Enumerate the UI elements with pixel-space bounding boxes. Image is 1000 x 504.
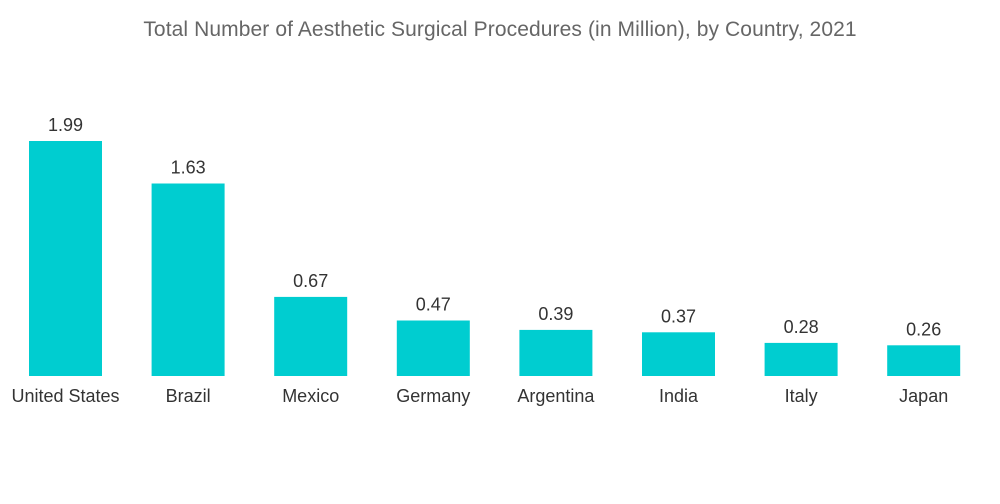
- bar-united-states: [29, 141, 102, 376]
- category-label-united-states: United States: [11, 386, 119, 406]
- bar-india: [642, 332, 715, 376]
- category-labels-layer: United States Brazil Mexico Germany Argentin…: [11, 386, 948, 406]
- value-label-japan: 0.26: [906, 319, 941, 339]
- bar-argentina: [519, 329, 593, 376]
- bar-germany: [396, 320, 470, 376]
- value-label-united-states: 1.99: [48, 115, 83, 135]
- bar-japan: [887, 345, 961, 376]
- value-label-argentina: 0.39: [538, 304, 573, 324]
- category-label-italy: Italy: [785, 386, 818, 406]
- bar-brazil: [151, 183, 225, 376]
- category-label-japan: Japan: [899, 386, 948, 406]
- category-label-india: India: [659, 386, 699, 406]
- category-label-germany: Germany: [396, 386, 470, 406]
- bars-layer: [29, 141, 961, 376]
- chart-title: Total Number of Aesthetic Surgical Proce…: [143, 18, 857, 41]
- category-label-argentina: Argentina: [517, 386, 595, 406]
- value-label-india: 0.37: [661, 306, 696, 326]
- value-labels-layer: 1.99 1.63 0.67 0.47 0.39 0.37 0.28 0.26: [48, 115, 941, 339]
- value-label-germany: 0.47: [416, 295, 451, 315]
- value-label-italy: 0.28: [784, 317, 819, 337]
- category-label-mexico: Mexico: [282, 386, 339, 406]
- bar-mexico: [274, 296, 348, 376]
- value-label-mexico: 0.67: [293, 271, 328, 291]
- value-label-brazil: 1.63: [171, 158, 206, 178]
- bar-italy: [764, 342, 838, 376]
- category-label-brazil: Brazil: [166, 386, 211, 406]
